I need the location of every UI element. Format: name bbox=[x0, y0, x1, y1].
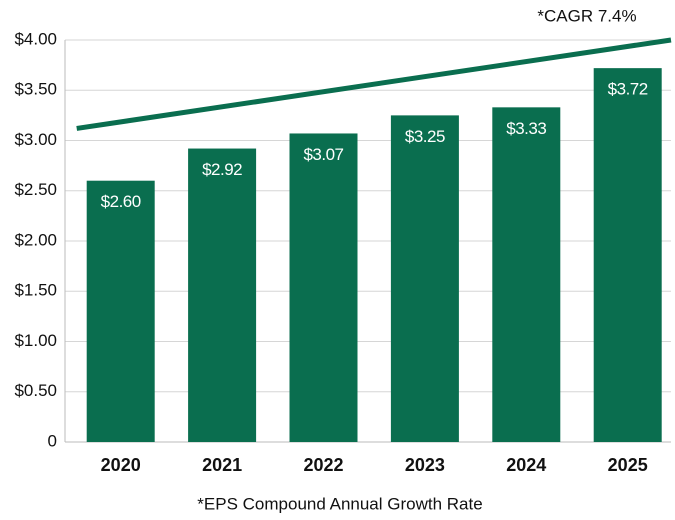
y-tick-label: $2.00 bbox=[14, 230, 57, 249]
y-tick-label: $3.00 bbox=[14, 130, 57, 149]
x-tick-label: 2025 bbox=[608, 455, 648, 475]
x-tick-label: 2024 bbox=[506, 455, 546, 475]
footnote: *EPS Compound Annual Growth Rate bbox=[197, 494, 482, 513]
bar bbox=[289, 133, 358, 442]
y-tick-label: $1.50 bbox=[14, 281, 57, 300]
value-label: $3.25 bbox=[405, 127, 445, 146]
x-tick-label: 2022 bbox=[303, 455, 343, 475]
y-tick-label: $2.50 bbox=[14, 180, 57, 199]
trend-line bbox=[76, 37, 672, 131]
y-tick-label: $3.50 bbox=[14, 80, 57, 99]
y-tick-label: 0 bbox=[48, 431, 57, 450]
bar bbox=[593, 68, 662, 442]
cagr-annotation: *CAGR 7.4% bbox=[537, 6, 636, 25]
x-tick-label: 2021 bbox=[202, 455, 242, 475]
y-tick-label: $1.00 bbox=[14, 331, 57, 350]
x-tick-label: 2023 bbox=[405, 455, 445, 475]
value-label: $2.92 bbox=[202, 160, 242, 179]
value-label: $3.07 bbox=[303, 145, 343, 164]
value-label: $3.33 bbox=[506, 119, 546, 138]
bar bbox=[390, 115, 459, 442]
value-label: $3.72 bbox=[608, 80, 648, 99]
bar bbox=[492, 107, 561, 443]
y-tick-label: $0.50 bbox=[14, 381, 57, 400]
value-label: $2.60 bbox=[101, 192, 141, 211]
y-tick-label: $4.00 bbox=[14, 29, 57, 48]
bar bbox=[86, 180, 155, 442]
x-tick-label: 2020 bbox=[101, 455, 141, 475]
bar bbox=[188, 148, 257, 443]
